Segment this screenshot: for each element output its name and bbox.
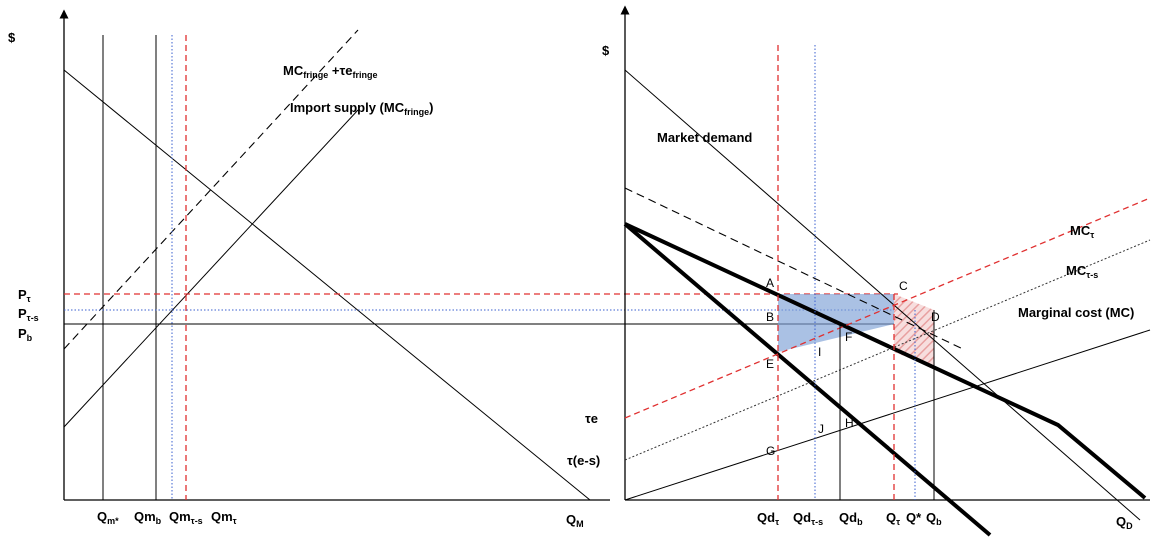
point-label-a: A [766, 276, 774, 290]
market-demand-line [624, 69, 1141, 521]
mc-tau-s-line [624, 239, 1151, 461]
q-tau-label: Qτ [886, 510, 900, 527]
point-label-d: D [931, 310, 940, 324]
q-b-label: Qb [926, 510, 942, 527]
right-y-axis-label: $ [602, 43, 610, 58]
marginal-cost-line [624, 329, 1151, 501]
mc-fringe-tax-line [63, 29, 359, 350]
point-label-b: B [766, 310, 774, 324]
point-label-g: G [766, 444, 775, 458]
point-label-i: I [818, 345, 821, 359]
point-label-f: F [845, 330, 852, 344]
left-panel: $ Pτ Pτ-s Pb MCfringe +τefringe Import s… [8, 9, 610, 529]
point-label-h: H [845, 416, 854, 430]
qd-tau-s-label: Qdτ-s [793, 510, 823, 527]
import-demand-line [63, 69, 591, 501]
point-label-j: J [818, 422, 824, 436]
qm-b-label: Qmb [134, 509, 162, 526]
mc-tau-line [624, 197, 1151, 419]
right-panel: $ Market demand MCτ MCτ-s Marginal cost … [567, 5, 1151, 537]
marginal-revenue-line [623, 222, 992, 537]
qd-tau-label: Qdτ [757, 510, 779, 527]
hatched-area [894, 294, 934, 368]
import-supply-line [63, 109, 359, 428]
import-supply-label: Import supply (MCfringe) [290, 100, 433, 117]
mc-tau-s-label: MCτ-s [1066, 263, 1098, 280]
qm-star-label: Qm* [97, 509, 119, 526]
qm-tau-label: Qmτ [211, 509, 237, 526]
q-star-label: Q* [906, 510, 922, 525]
price-label-p-tau-s: Pτ-s [18, 306, 39, 323]
mc-tau-label: MCτ [1070, 223, 1094, 240]
mc-fringe-tax-label: MCfringe +τefringe [283, 63, 378, 80]
qm-axis-label: QM [566, 512, 584, 529]
point-label-e: E [766, 357, 774, 371]
tau-e-s-label: τ(e-s) [567, 453, 600, 468]
residual-demand-line [624, 222, 1147, 500]
point-label-c: C [899, 279, 908, 293]
price-label-p-tau: Pτ [18, 287, 31, 304]
qm-tau-s-label: Qmτ-s [169, 509, 203, 526]
market-demand-label: Market demand [657, 130, 752, 145]
price-label-p-b: Pb [18, 326, 33, 343]
qd-b-label: Qdb [839, 510, 863, 527]
residual-dashed-line [624, 187, 966, 351]
marginal-cost-label: Marginal cost (MC) [1018, 305, 1134, 320]
left-y-axis-label: $ [8, 30, 16, 45]
qd-axis-label: QD [1116, 514, 1133, 531]
tau-e-label: τe [585, 411, 598, 426]
